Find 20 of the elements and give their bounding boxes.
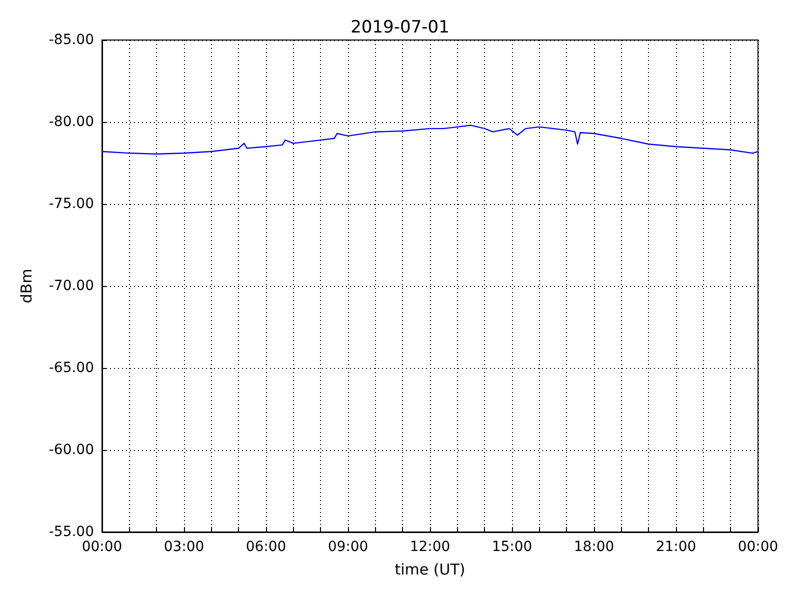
chart-title: 2019-07-01 <box>350 18 450 38</box>
x-tick-label: 12:00 <box>410 539 450 555</box>
y-tick-label: -60.00 <box>48 442 94 458</box>
y-tick-label: -70.00 <box>48 278 94 294</box>
y-tick-label: -75.00 <box>48 196 94 212</box>
x-axis-title: time (UT) <box>394 560 466 578</box>
x-tick-label: 09:00 <box>328 539 368 555</box>
x-tick-label: 06:00 <box>246 539 286 555</box>
x-tick-label: 21:00 <box>656 539 696 555</box>
y-axis-title: dBm <box>18 268 36 304</box>
x-tick-label: 15:00 <box>492 539 532 555</box>
y-tick-label: -80.00 <box>48 114 94 130</box>
line-series <box>101 124 759 155</box>
x-tick-label: 00:00 <box>738 539 778 555</box>
y-tick-label: -85.00 <box>48 32 94 48</box>
y-tick-label: -65.00 <box>48 360 94 376</box>
x-tick-label: 18:00 <box>574 539 614 555</box>
x-tick-label: 03:00 <box>164 539 204 555</box>
y-tick-label: -55.00 <box>48 524 94 540</box>
x-tick-label: 00:00 <box>82 539 122 555</box>
